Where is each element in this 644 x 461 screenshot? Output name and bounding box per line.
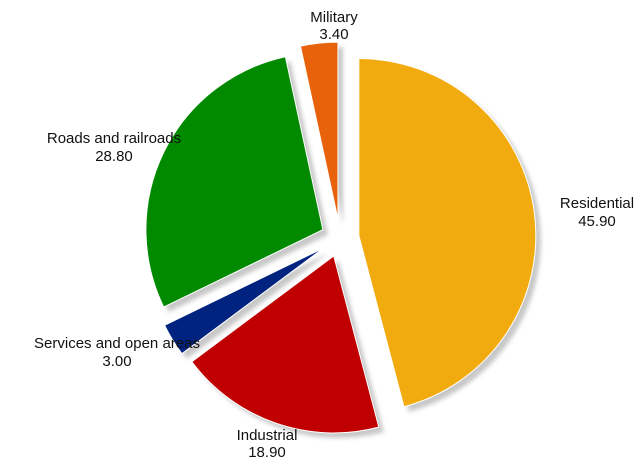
slice-label-services-and-open-areas: Services and open areas bbox=[34, 335, 200, 352]
slice-value-residential: 45.90 bbox=[578, 213, 616, 230]
slice-industrial bbox=[191, 255, 380, 434]
slice-value-services-and-open-areas: 3.00 bbox=[102, 353, 131, 370]
slice-value-military: 3.40 bbox=[319, 26, 348, 43]
slice-value-roads-and-railroads: 28.80 bbox=[95, 148, 133, 165]
slice-label-roads-and-railroads: Roads and railroads bbox=[47, 130, 181, 147]
slice-label-industrial: Industrial bbox=[237, 427, 298, 444]
slice-residential bbox=[358, 58, 537, 408]
slice-value-industrial: 18.90 bbox=[248, 444, 286, 461]
slice-military bbox=[299, 41, 339, 220]
slice-label-residential: Residential bbox=[560, 195, 634, 212]
slice-services-and-open-areas bbox=[163, 247, 325, 355]
slice-label-military: Military bbox=[310, 9, 358, 26]
slice-roads-and-railroads bbox=[145, 56, 324, 308]
pie-slices bbox=[145, 41, 537, 434]
